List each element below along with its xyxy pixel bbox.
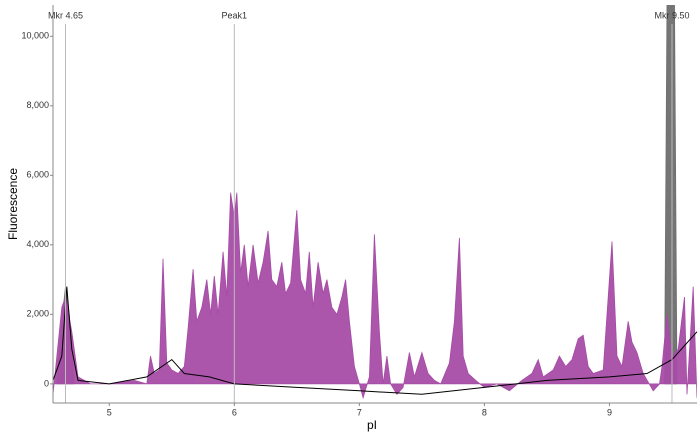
x-tick-label: 6: [232, 407, 237, 417]
x-axis-title: pI: [367, 418, 377, 432]
line: [53, 286, 697, 395]
y-tick-label: 2,000: [26, 309, 49, 319]
x-tick-label: 8: [482, 407, 487, 417]
plot-area: [53, 5, 697, 403]
y-tick-label: 0: [44, 378, 49, 388]
x-tick-label: 5: [107, 407, 112, 417]
y-tick-label: 4,000: [26, 239, 49, 249]
y-tick-label: 8,000: [26, 100, 49, 110]
y-tick-label: 10,000: [21, 31, 49, 41]
x-tick-label: 9: [607, 407, 612, 417]
x-tick-label: 7: [357, 407, 362, 417]
y-tick-label: 6,000: [26, 170, 49, 180]
area: [53, 192, 697, 400]
marker-label: Mkr 9.50: [654, 10, 689, 20]
marker-label: Mkr 4.65: [48, 10, 83, 20]
y-axis-title: Fluorescence: [6, 168, 20, 240]
marker-label: Peak1: [222, 10, 248, 20]
